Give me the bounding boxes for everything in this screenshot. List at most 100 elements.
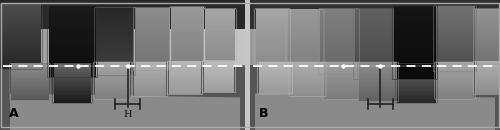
Bar xyxy=(256,23,289,25)
Bar xyxy=(475,36,500,38)
Bar xyxy=(475,73,500,75)
Bar xyxy=(205,54,235,56)
Bar xyxy=(171,28,204,31)
Bar xyxy=(290,71,324,73)
Bar xyxy=(11,73,49,75)
Bar xyxy=(324,62,360,64)
Bar xyxy=(48,44,96,46)
Bar xyxy=(205,24,235,26)
Bar xyxy=(54,99,91,100)
Bar xyxy=(436,84,474,85)
Polygon shape xyxy=(0,65,245,130)
Bar xyxy=(204,71,234,73)
Point xyxy=(338,65,346,67)
Bar xyxy=(48,32,96,34)
Bar xyxy=(397,87,436,88)
Bar xyxy=(95,94,130,95)
Bar xyxy=(320,31,358,33)
Bar xyxy=(288,43,322,45)
Bar xyxy=(436,78,474,79)
Bar xyxy=(0,23,41,26)
Bar xyxy=(436,88,474,89)
Bar xyxy=(171,9,204,11)
Bar xyxy=(394,21,436,24)
Bar xyxy=(96,64,134,66)
Bar xyxy=(256,11,289,13)
Bar xyxy=(256,62,289,64)
Bar xyxy=(204,88,234,89)
Bar xyxy=(11,83,49,84)
Bar xyxy=(135,12,170,14)
Bar xyxy=(475,11,500,13)
Bar xyxy=(288,64,322,66)
Bar xyxy=(96,39,134,42)
Bar xyxy=(288,9,322,12)
Bar xyxy=(320,20,358,22)
Bar xyxy=(324,84,360,85)
Bar xyxy=(96,21,134,24)
Bar xyxy=(171,19,204,21)
Bar xyxy=(290,90,324,92)
Bar xyxy=(0,32,41,34)
Bar xyxy=(475,27,500,29)
Bar xyxy=(48,70,96,73)
Bar xyxy=(475,65,500,66)
Bar xyxy=(359,99,397,100)
Bar xyxy=(397,69,436,70)
Bar xyxy=(355,30,395,32)
Bar xyxy=(290,70,324,71)
Bar xyxy=(256,42,289,44)
Bar xyxy=(205,9,235,11)
Bar xyxy=(135,32,170,35)
Bar xyxy=(169,82,201,83)
Bar xyxy=(0,17,41,19)
Bar xyxy=(204,83,234,84)
Bar xyxy=(355,46,395,49)
Bar xyxy=(96,55,134,57)
Bar xyxy=(475,12,500,15)
Bar xyxy=(397,70,436,72)
Bar xyxy=(169,79,201,80)
Bar xyxy=(96,46,134,48)
Bar xyxy=(397,88,436,90)
Bar xyxy=(324,80,360,82)
Bar xyxy=(324,66,360,67)
Bar xyxy=(95,95,130,96)
Bar xyxy=(475,67,500,68)
Bar xyxy=(171,24,204,27)
Bar xyxy=(475,85,500,87)
Bar xyxy=(134,86,166,87)
Bar xyxy=(135,24,170,27)
Bar xyxy=(48,72,96,75)
Bar xyxy=(394,60,436,62)
Bar xyxy=(48,46,96,49)
Bar xyxy=(475,58,500,60)
Bar xyxy=(290,69,324,70)
Bar xyxy=(397,97,436,99)
Bar xyxy=(171,13,204,15)
Bar xyxy=(96,12,134,15)
Bar xyxy=(96,50,134,53)
Bar xyxy=(288,56,322,58)
Bar xyxy=(394,74,436,77)
Bar xyxy=(397,74,436,75)
Bar xyxy=(320,24,358,26)
Bar xyxy=(204,64,234,65)
Bar xyxy=(475,93,500,94)
Bar xyxy=(0,62,41,65)
Bar xyxy=(475,62,500,64)
Bar xyxy=(320,63,358,65)
Bar xyxy=(288,50,322,53)
Bar xyxy=(320,33,358,35)
Bar xyxy=(359,100,397,101)
Bar xyxy=(135,10,170,12)
Bar xyxy=(134,88,166,89)
Bar xyxy=(48,27,96,30)
Bar xyxy=(259,89,291,90)
Bar xyxy=(11,76,49,77)
Bar xyxy=(435,8,475,11)
Bar xyxy=(256,32,289,35)
Bar xyxy=(48,63,96,65)
Bar xyxy=(54,71,91,73)
Bar xyxy=(397,67,436,69)
